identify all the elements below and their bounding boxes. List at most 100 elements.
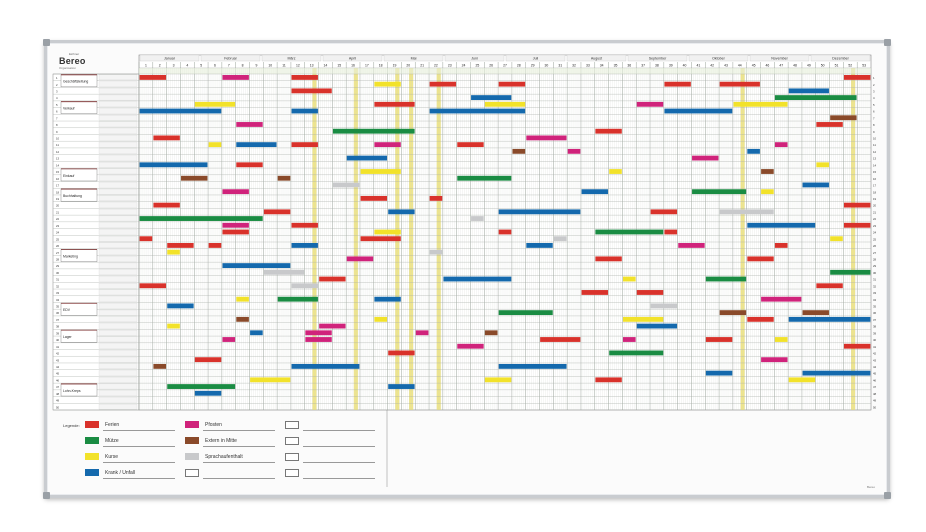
absence-bar (664, 81, 691, 87)
row-number: 45 (873, 372, 877, 376)
absence-bar (181, 175, 208, 181)
board-corner (884, 39, 891, 46)
row-number: 37 (873, 318, 877, 322)
absence-bar (761, 169, 774, 174)
week-number: 14 (324, 63, 328, 67)
absence-bar (194, 390, 222, 396)
row-number: 35 (873, 305, 877, 309)
legend-item (285, 453, 385, 463)
legend-item: Extern in Mitte (185, 437, 285, 447)
legend-write-line (203, 430, 275, 431)
name-strip (98, 229, 138, 235)
week-number: 52 (848, 63, 852, 67)
legend-write-line (203, 478, 275, 479)
absence-bar (194, 101, 236, 107)
row-number: 44 (56, 365, 60, 369)
week-number: 50 (821, 63, 825, 67)
week-number: 15 (337, 63, 341, 67)
row-number: 39 (873, 331, 877, 335)
absence-bar (774, 95, 857, 101)
absence-bar (622, 337, 636, 342)
row-number: 43 (873, 358, 877, 362)
absence-bar (222, 229, 249, 235)
absence-bar (167, 303, 194, 309)
legend-swatch (85, 453, 99, 460)
row-number: 10 (873, 137, 877, 141)
name-strip (98, 128, 138, 134)
row-number: 16 (56, 177, 60, 181)
absence-bar (830, 236, 843, 242)
legend-write-line (303, 430, 375, 431)
month-label: März (288, 57, 296, 61)
row-number: 45 (56, 372, 60, 376)
absence-bar (360, 236, 401, 242)
row-number: 48 (873, 392, 877, 396)
absence-bar (346, 155, 388, 161)
row-number: 2 (873, 83, 875, 87)
absence-bar (581, 290, 608, 295)
row-number: 9 (56, 130, 58, 134)
absence-bar (498, 229, 512, 235)
absence-bar (622, 316, 664, 322)
absence-bar (595, 128, 622, 134)
row-number: 11 (56, 143, 59, 147)
absence-bar (678, 243, 705, 248)
name-strip (98, 242, 138, 249)
holiday-stripe (353, 68, 358, 410)
row-number: 38 (56, 325, 60, 329)
absence-bar (705, 276, 747, 282)
week-number: 43 (724, 63, 728, 67)
legend-item: Sprachaufenthalt (185, 453, 285, 463)
absence-bar (388, 209, 415, 215)
month-label: Juni (471, 57, 478, 61)
department-label: Einkauf (63, 174, 74, 178)
row-number: 49 (873, 399, 877, 403)
legend: Legende: Ferien Pfosten Mütze Extern in Mit… (59, 417, 389, 487)
week-number: 34 (600, 63, 604, 67)
legend-label: Krank / Unfall (105, 470, 136, 476)
row-number: 34 (56, 298, 60, 302)
legend-swatch (285, 437, 299, 445)
week-number: 13 (310, 63, 314, 67)
row-number: 42 (56, 352, 60, 356)
week-number: 23 (448, 63, 452, 67)
absence-bar (236, 316, 249, 322)
name-strip (98, 135, 138, 141)
row-number: 32 (56, 284, 60, 288)
absence-bar (208, 142, 222, 148)
week-number: 30 (545, 63, 549, 67)
absence-bar (526, 243, 553, 248)
legend-write-line (103, 446, 175, 447)
absence-bar (816, 162, 829, 168)
week-number: 39 (669, 63, 673, 67)
month-header-cell (688, 54, 749, 62)
week-number: 31 (558, 63, 562, 67)
legend-title: Legende: (63, 423, 80, 428)
week-number: 53 (862, 63, 866, 67)
week-number: 8 (242, 63, 244, 67)
absence-bar (429, 195, 443, 201)
month-label: Oktober (712, 57, 726, 61)
week-number: 36 (627, 63, 631, 67)
row-number: 6 (56, 110, 58, 114)
absence-bar (498, 310, 553, 316)
week-number: 22 (434, 63, 438, 67)
week-number: 45 (752, 63, 756, 67)
absence-bar (167, 243, 194, 248)
absence-bar (167, 249, 180, 255)
absence-bar (484, 377, 512, 383)
absence-bar (139, 162, 208, 168)
week-number: 26 (489, 63, 493, 67)
absence-bar (540, 337, 581, 342)
absence-bar (498, 81, 526, 87)
month-header-cell (566, 54, 627, 62)
row-number: 31 (873, 278, 877, 282)
absence-bar (457, 343, 484, 349)
name-strip (98, 202, 138, 208)
name-strip (98, 215, 138, 222)
absence-bar (664, 229, 678, 235)
absence-bar (153, 363, 167, 369)
absence-bar (291, 222, 318, 228)
week-number: 41 (696, 63, 700, 67)
absence-bar (139, 75, 167, 80)
